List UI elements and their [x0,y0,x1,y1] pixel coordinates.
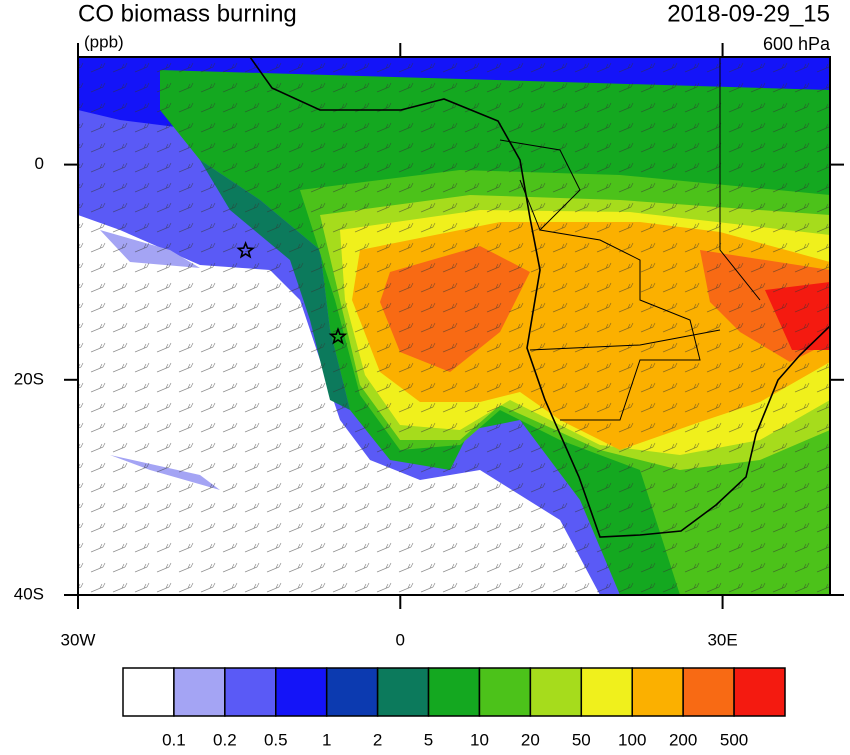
y-tick-label: 20S [14,369,44,388]
x-tick-label: 30E [707,630,737,649]
colorbar-label: 1 [322,730,331,749]
colorbar-box [376,667,430,717]
level: 600 hPa [763,34,831,54]
site-marker [236,240,255,259]
site-marker [328,327,348,345]
colorbar-label: 200 [669,730,697,749]
colorbar-label: 0.2 [213,730,237,749]
y-tick-label: 0 [35,154,44,173]
colorbar-label: 10 [470,730,489,749]
title: CO biomass burning [78,0,297,27]
colorbar-box [682,667,735,717]
date: 2018-09-29_15 [667,0,830,27]
colorbar-label: 50 [572,730,591,749]
colorbar-label: 2 [373,730,382,749]
x-tick-label: 30W [61,630,96,649]
colorbar-box [529,667,583,717]
colorbar-box [275,667,328,717]
colorbar-box [478,667,532,717]
colorbar-box [580,667,633,717]
colorbar-label: 0.1 [162,730,186,749]
colorbar-label: 20 [521,730,540,749]
x-tick-label: 0 [396,630,405,649]
colorbar-box [427,667,481,717]
colorbar-label: 5 [424,730,433,749]
colorbar-label: 100 [618,730,646,749]
colorbar-box [733,667,786,717]
colorbar-box [325,667,379,717]
colorbar-box [173,667,226,717]
y-tick-label: 40S [14,584,44,603]
colorbar-box [224,667,277,717]
colorbar-box [122,667,175,717]
colorbar-label: 500 [720,730,748,749]
colorbar-box [631,667,684,717]
plot-frame [77,56,831,596]
units: (ppb) [84,32,124,51]
map-field [78,57,830,595]
colorbar-label: 0.5 [264,730,288,749]
